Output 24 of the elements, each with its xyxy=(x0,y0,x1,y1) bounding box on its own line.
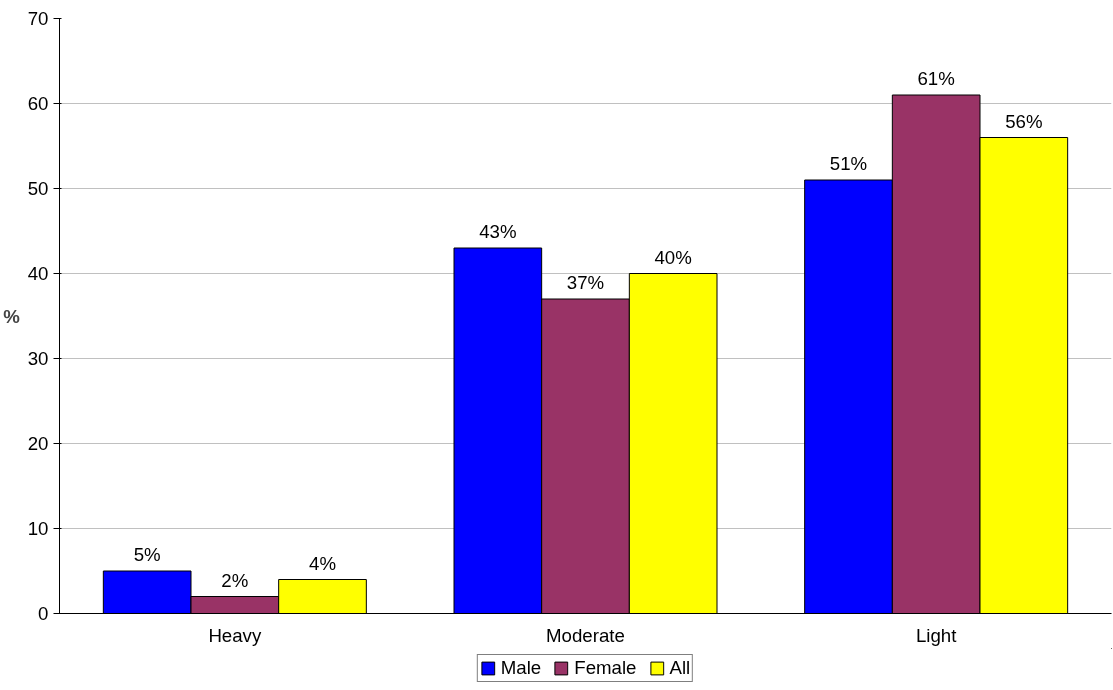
y-tick-label: 70 xyxy=(27,8,49,29)
y-axis-title: % xyxy=(3,305,21,327)
legend-label: Female xyxy=(574,657,637,679)
y-tick-label: 10 xyxy=(27,518,49,539)
legend-label: All xyxy=(669,657,691,679)
data-label: 4% xyxy=(309,552,336,574)
y-tick-label: 20 xyxy=(27,433,49,454)
y-tick-label: 30 xyxy=(27,348,49,369)
x-tick-label: Heavy xyxy=(208,624,262,646)
x-tick-label: Light xyxy=(915,624,958,646)
y-tick-label: 50 xyxy=(27,178,49,199)
data-label: 40% xyxy=(654,246,692,268)
data-label: 51% xyxy=(829,153,868,174)
data-label: 56% xyxy=(1005,110,1043,132)
data-label: 5% xyxy=(133,544,161,565)
data-label: 37% xyxy=(566,272,605,293)
legend-label: Male xyxy=(500,657,542,679)
y-tick-label: 40 xyxy=(27,263,49,284)
x-tick-label: Moderate xyxy=(546,624,625,646)
data-label: 2% xyxy=(221,569,249,591)
y-tick-label: 60 xyxy=(27,93,49,114)
data-label: 61% xyxy=(917,68,955,89)
data-label: 43% xyxy=(479,221,517,242)
y-tick-label: 0 xyxy=(38,603,49,624)
